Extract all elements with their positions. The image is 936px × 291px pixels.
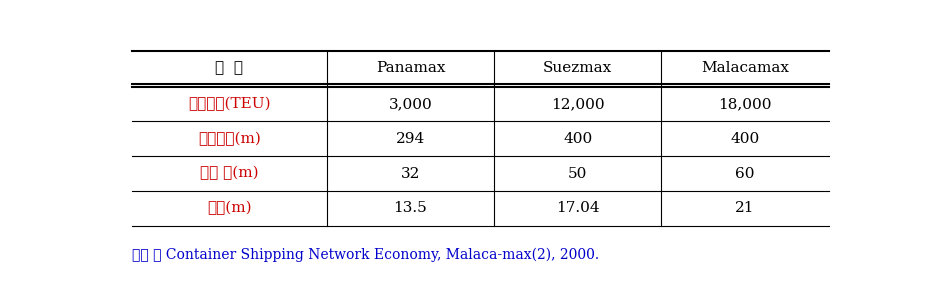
Text: Suezmax: Suezmax (543, 61, 612, 75)
Text: 32: 32 (401, 166, 419, 180)
Text: 13.5: 13.5 (393, 201, 427, 215)
Text: 3,000: 3,000 (388, 97, 431, 111)
Text: 구  분: 구 분 (215, 61, 243, 75)
Text: 17.04: 17.04 (555, 201, 599, 215)
Text: 선박길이(m): 선박길이(m) (197, 132, 260, 146)
Text: 400: 400 (730, 132, 759, 146)
Text: 적재능력(TEU): 적재능력(TEU) (188, 97, 271, 111)
Text: 자료 ： Container Shipping Network Economy, Malaca-max(2), 2000.: 자료 ： Container Shipping Network Economy,… (131, 248, 598, 262)
Text: 홈수(m): 홈수(m) (207, 201, 251, 215)
Text: 18,000: 18,000 (718, 97, 771, 111)
Text: 50: 50 (567, 166, 587, 180)
Text: 60: 60 (735, 166, 754, 180)
Text: 선박 폭(m): 선박 폭(m) (199, 166, 258, 181)
Text: 21: 21 (735, 201, 754, 215)
Text: 400: 400 (563, 132, 592, 146)
Text: 294: 294 (395, 132, 425, 146)
Text: Panamax: Panamax (375, 61, 445, 75)
Text: Malacamax: Malacamax (700, 61, 788, 75)
Text: 12,000: 12,000 (550, 97, 604, 111)
